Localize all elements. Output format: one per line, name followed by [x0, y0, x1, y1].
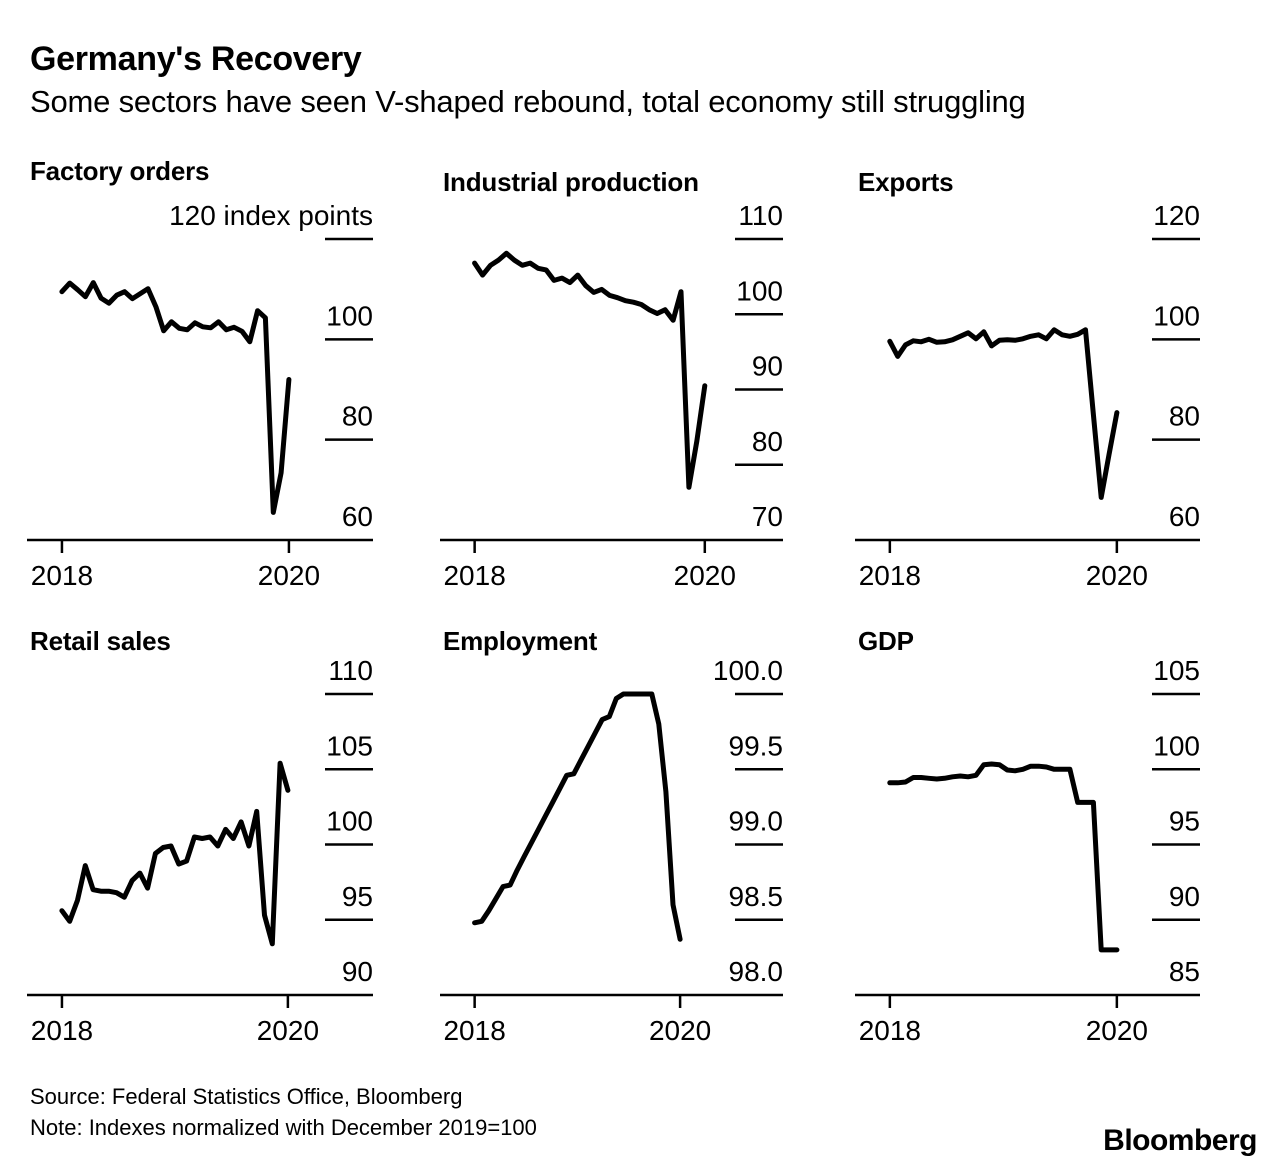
data-note: Note: Indexes normalized with December 2… — [30, 1115, 537, 1140]
x-tick-label: 2018 — [443, 560, 505, 591]
y-tick-label: 100 — [736, 275, 783, 306]
chart-plot-retail-sales: 110 105 100 95 90 2018 2020 — [27, 655, 373, 1046]
x-tick-label: 2020 — [1086, 1015, 1148, 1046]
y-tick-label: 100 — [326, 300, 373, 331]
x-tick-label: 2018 — [859, 1015, 921, 1046]
y-tick-label: 100 — [326, 806, 373, 837]
data-line-industrial-production — [472, 250, 708, 490]
y-tick-label: 90 — [752, 351, 783, 382]
y-tick-label: 120 index points — [169, 200, 373, 231]
y-tick-label: 120 — [1153, 200, 1200, 231]
x-tick-label: 2018 — [31, 560, 93, 591]
x-tick-label: 2018 — [31, 1015, 93, 1046]
x-tick-label: 2020 — [258, 560, 320, 591]
x-tick-label: 2020 — [257, 1015, 319, 1046]
chart-title-retail-sales: Retail sales — [30, 626, 171, 656]
y-tick-label: 110 — [328, 655, 373, 686]
chart-plot-employment: 100.0 99.5 99.0 98.5 98.0 2018 2020 — [440, 655, 784, 1046]
y-tick-label: 98.0 — [729, 956, 784, 987]
chart-title-gdp: GDP — [858, 626, 914, 656]
y-tick-label: 90 — [1169, 881, 1200, 912]
y-tick-label: 95 — [1169, 806, 1200, 837]
chart-title-factory-orders: Factory orders — [30, 156, 210, 186]
x-tick-label: 2020 — [1086, 560, 1148, 591]
data-line-employment — [472, 691, 683, 942]
x-tick-label: 2020 — [649, 1015, 711, 1046]
page-title: Germany's Recovery — [30, 40, 362, 78]
y-tick-label: 100 — [1153, 300, 1200, 331]
chart-plot-factory-orders: 120 index points 100 80 60 2018 2020 — [27, 200, 373, 591]
source-note: Source: Federal Statistics Office, Bloom… — [30, 1084, 463, 1109]
data-line-gdp — [887, 761, 1120, 953]
y-tick-label: 99.0 — [729, 806, 784, 837]
y-tick-label: 80 — [342, 401, 373, 432]
chart-title-industrial-production: Industrial production — [443, 167, 699, 197]
y-tick-label: 85 — [1169, 956, 1200, 987]
y-tick-label: 105 — [326, 730, 373, 761]
y-tick-label: 105 — [1153, 655, 1200, 686]
y-tick-label: 80 — [1169, 401, 1200, 432]
y-tick-label: 110 — [738, 200, 783, 231]
y-tick-label: 60 — [1169, 501, 1200, 532]
x-tick-label: 2020 — [674, 560, 736, 591]
chart-plot-exports: 120 100 80 60 2018 2020 — [855, 200, 1200, 591]
y-tick-label: 100 — [1153, 730, 1200, 761]
page-subtitle: Some sectors have seen V-shaped rebound,… — [30, 84, 1026, 119]
chart-plot-industrial-production: 110 100 90 80 70 2018 2020 — [440, 200, 783, 591]
y-tick-label: 99.5 — [729, 730, 784, 761]
data-line-factory-orders — [59, 280, 292, 515]
y-tick-label: 60 — [342, 501, 373, 532]
y-tick-label: 100.0 — [713, 655, 783, 686]
y-tick-label: 80 — [752, 426, 783, 457]
y-tick-label: 95 — [342, 881, 373, 912]
data-line-retail-sales — [59, 760, 291, 947]
y-tick-label: 70 — [752, 501, 783, 532]
data-line-exports — [887, 327, 1120, 500]
chart-plot-gdp: 105 100 95 90 85 2018 2020 — [855, 655, 1200, 1046]
y-tick-label: 98.5 — [729, 881, 784, 912]
x-tick-label: 2018 — [859, 560, 921, 591]
x-tick-label: 2018 — [443, 1015, 505, 1046]
chart-title-exports: Exports — [858, 167, 954, 197]
chart-title-employment: Employment — [443, 626, 598, 656]
bloomberg-logo: Bloomberg — [1103, 1124, 1257, 1157]
y-tick-label: 90 — [342, 956, 373, 987]
